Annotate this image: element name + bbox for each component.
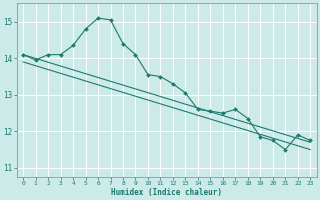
X-axis label: Humidex (Indice chaleur): Humidex (Indice chaleur) xyxy=(111,188,222,197)
